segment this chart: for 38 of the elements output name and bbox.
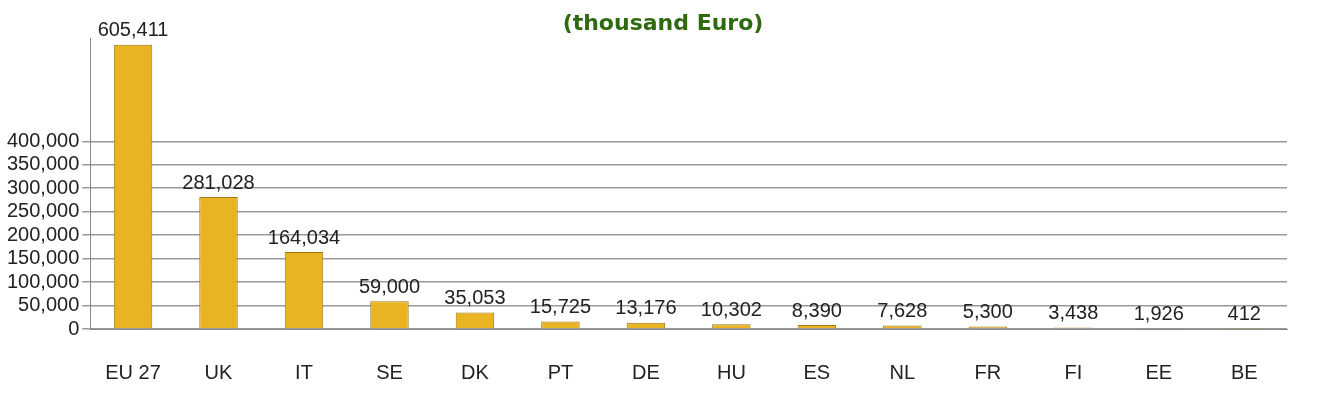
data-label: 281,028	[182, 170, 255, 193]
x-tick-label: ES	[803, 360, 831, 383]
x-tick-label: DE	[632, 360, 660, 383]
data-label: 35,053	[444, 286, 506, 309]
data-label: 59,000	[358, 274, 421, 297]
x-tick-label: EU 27	[105, 360, 161, 383]
data-label: 8,390	[791, 298, 842, 321]
data-label: 1,926	[1133, 301, 1184, 324]
data-label: 605,411	[97, 18, 169, 41]
x-tick-label: DK	[461, 360, 490, 383]
x-tick-label: NL	[889, 360, 916, 383]
y-tick-label: 0	[68, 316, 80, 339]
x-tick-label: HU	[716, 360, 746, 383]
y-tick-label: 200,000	[7, 222, 80, 245]
data-label: 15,725	[529, 295, 592, 318]
y-tick-label: 350,000	[7, 152, 80, 175]
data-label: 3,438	[1048, 300, 1099, 323]
x-tick-label: FR	[974, 360, 1002, 383]
x-tick-label: IT	[295, 360, 313, 383]
x-tick-label: UK	[204, 360, 234, 383]
y-tick-label: 250,000	[7, 199, 80, 222]
data-label: 164,034	[267, 225, 341, 248]
x-tick-label: PT	[547, 360, 574, 383]
x-tick-label: EE	[1145, 360, 1173, 383]
x-tick-label: FI	[1064, 360, 1083, 383]
data-label: 5,300	[962, 300, 1013, 323]
data-label: 7,628	[877, 298, 928, 321]
y-tick-label: 300,000	[7, 175, 80, 198]
data-label: 412	[1227, 302, 1261, 325]
y-tick-label: 50,000	[18, 293, 80, 316]
y-tick-label: 150,000	[7, 246, 80, 269]
x-tick-label: SE	[376, 360, 403, 383]
y-tick-label: 100,000	[7, 269, 80, 292]
data-label: 13,176	[615, 296, 677, 319]
chart-title: (thousand Euro)	[562, 9, 764, 35]
data-label: 10,302	[700, 297, 762, 320]
y-tick-label: 400,000	[7, 128, 80, 151]
x-tick-label: BE	[1230, 360, 1258, 383]
